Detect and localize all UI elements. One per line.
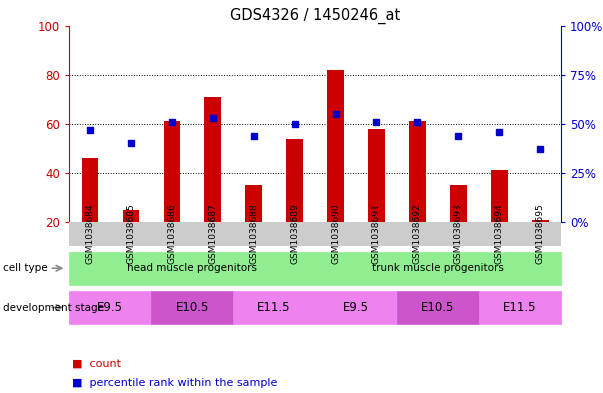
Text: GSM1038688: GSM1038688 <box>249 204 258 264</box>
Text: GSM1038693: GSM1038693 <box>454 204 463 264</box>
Bar <box>450 185 467 222</box>
Text: GSM1038694: GSM1038694 <box>495 204 504 264</box>
Bar <box>122 210 139 222</box>
Text: GSM1038695: GSM1038695 <box>536 204 545 264</box>
Text: GSM1038690: GSM1038690 <box>331 204 340 264</box>
Bar <box>204 97 221 222</box>
Text: ■  count: ■ count <box>72 358 121 369</box>
Text: development stage: development stage <box>3 303 104 312</box>
Text: E11.5: E11.5 <box>503 301 537 314</box>
Bar <box>286 138 303 222</box>
Text: E11.5: E11.5 <box>257 301 291 314</box>
Text: trunk muscle progenitors: trunk muscle progenitors <box>372 263 504 273</box>
Text: E9.5: E9.5 <box>97 301 123 314</box>
Text: GSM1038684: GSM1038684 <box>85 204 94 264</box>
Text: GSM1038691: GSM1038691 <box>372 204 381 264</box>
Text: GSM1038685: GSM1038685 <box>126 204 135 264</box>
Bar <box>491 171 508 222</box>
Bar <box>368 129 385 222</box>
Bar <box>81 158 98 222</box>
Bar <box>532 220 549 222</box>
Bar <box>327 70 344 222</box>
Text: GSM1038689: GSM1038689 <box>290 204 299 264</box>
Text: E10.5: E10.5 <box>421 301 455 314</box>
Text: E9.5: E9.5 <box>343 301 369 314</box>
Text: GSM1038686: GSM1038686 <box>167 204 176 264</box>
Title: GDS4326 / 1450246_at: GDS4326 / 1450246_at <box>230 8 400 24</box>
Text: head muscle progenitors: head muscle progenitors <box>127 263 257 273</box>
Text: ■  percentile rank within the sample: ■ percentile rank within the sample <box>72 378 278 388</box>
Text: cell type: cell type <box>3 263 48 273</box>
Bar <box>245 185 262 222</box>
Bar <box>163 121 180 222</box>
Text: GSM1038692: GSM1038692 <box>413 204 422 264</box>
Text: E10.5: E10.5 <box>175 301 209 314</box>
Bar <box>409 121 426 222</box>
Text: GSM1038687: GSM1038687 <box>208 204 217 264</box>
